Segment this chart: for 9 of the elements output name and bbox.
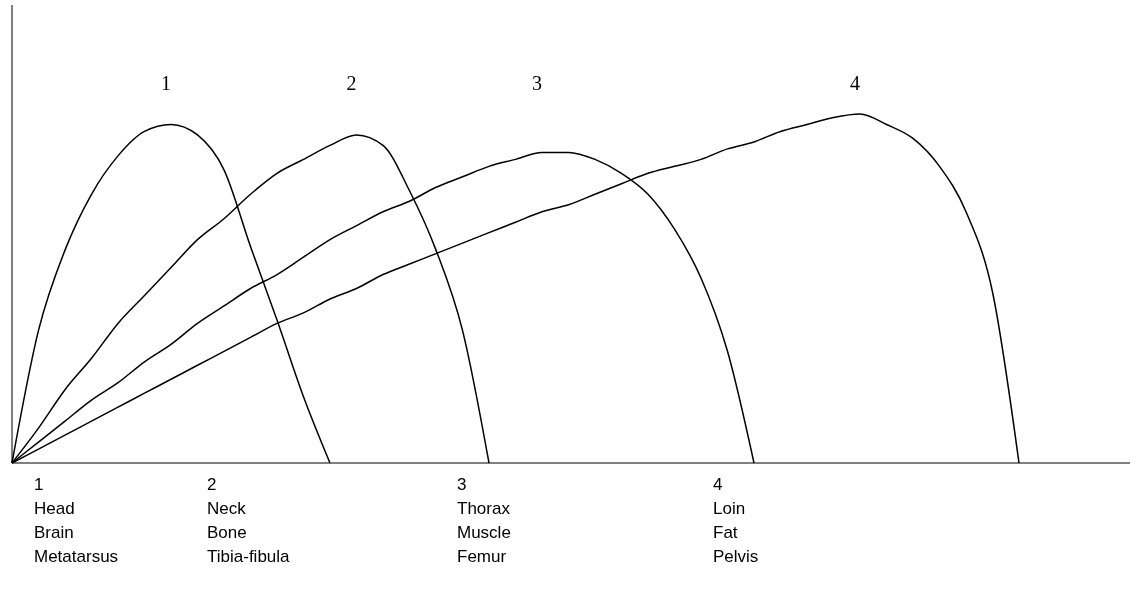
series-label: 4 bbox=[850, 72, 860, 94]
text: 3 bbox=[532, 72, 542, 94]
text: 2 bbox=[346, 72, 357, 94]
text: 4 Loin Fat Pelvis bbox=[713, 475, 759, 566]
text: Head Brain Metatarsus bbox=[34, 499, 119, 566]
text: 3 Thorax Muscle Femur bbox=[457, 475, 511, 566]
series-label: 1 bbox=[34, 475, 44, 494]
text: 2 Neck Bone Tibia-fibula bbox=[207, 475, 291, 566]
text: 1 bbox=[161, 72, 171, 94]
